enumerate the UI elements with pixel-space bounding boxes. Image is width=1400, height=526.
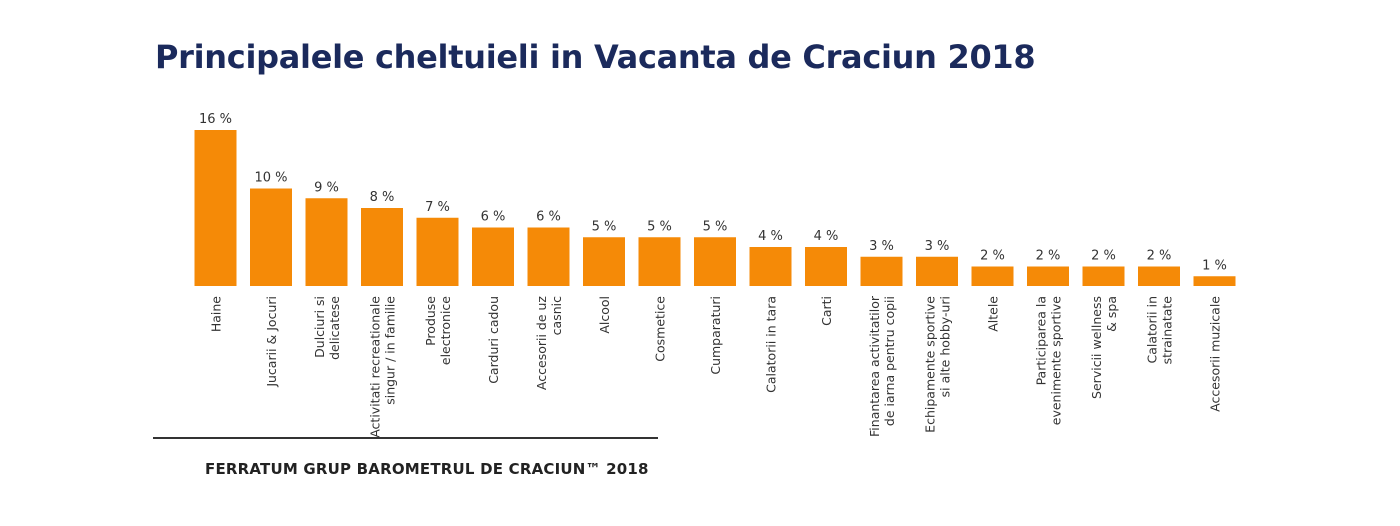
bar-value-label: 5 %	[703, 219, 728, 234]
category-label: Participarea laevenimente sportive	[1034, 296, 1064, 426]
bar	[1082, 266, 1125, 286]
bar	[250, 188, 292, 286]
bar-value-label: 9 %	[314, 180, 339, 195]
bar	[361, 208, 403, 286]
bar-value-label: 2 %	[1091, 249, 1116, 264]
category-label: Activitati recreationalesingur / in fami…	[368, 296, 398, 438]
bar-value-label: 6 %	[536, 210, 561, 225]
bar	[583, 237, 625, 286]
bar	[805, 247, 847, 286]
source-divider	[153, 437, 658, 439]
bar-value-label: 8 %	[370, 190, 395, 205]
bar	[1138, 266, 1180, 286]
bar-value-label: 4 %	[814, 229, 839, 244]
bar	[916, 256, 958, 286]
bar-value-label: 4 %	[758, 229, 783, 244]
category-label: Cumparaturi	[708, 296, 723, 375]
category-label: Calatorii in tara	[764, 296, 779, 393]
bar	[527, 227, 570, 286]
bar-value-label: 3 %	[925, 239, 950, 254]
bar-value-label: 2 %	[1036, 249, 1061, 264]
bar	[971, 266, 1014, 286]
category-label: Echipamente sportivesi alte hobby-uri	[923, 296, 953, 433]
bar-value-label: 3 %	[869, 239, 894, 254]
bar	[1027, 266, 1069, 286]
category-label: Servicii wellness& spa	[1089, 296, 1119, 399]
bar-value-label: 10 %	[254, 171, 287, 186]
bar-value-label: 2 %	[980, 249, 1005, 264]
category-label: Dulciuri sidelicatese	[312, 296, 342, 360]
bar	[749, 247, 792, 286]
category-label: Altele	[986, 296, 1001, 332]
bar	[194, 130, 237, 286]
bar-value-label: 6 %	[481, 210, 506, 225]
bar-value-label: 5 %	[592, 219, 617, 234]
category-label: Calatorii instrainatate	[1145, 296, 1175, 365]
bar-value-label: 2 %	[1147, 249, 1172, 264]
category-label: Produseelectronice	[423, 296, 453, 365]
bar	[860, 256, 903, 286]
category-label: Accesorii de uzcasnic	[534, 296, 564, 391]
category-label: Alcool	[597, 296, 612, 334]
category-label: Finantarea activitatilorde iarna pentru …	[867, 295, 897, 437]
bar	[1193, 276, 1236, 286]
bar	[305, 198, 348, 286]
category-label: Haine	[209, 296, 224, 332]
bar	[638, 237, 681, 286]
category-label: Accesorii muzicale	[1208, 296, 1223, 412]
category-label: Carduri cadou	[486, 296, 501, 384]
source-note: FERRATUM GRUP BAROMETRUL DE CRACIUN™ 201…	[205, 460, 649, 478]
bar	[694, 237, 736, 286]
category-label: Jucarii & Jocuri	[264, 296, 279, 388]
category-label: Cosmetice	[653, 296, 668, 362]
bar-value-label: 16 %	[199, 112, 232, 127]
bar-value-label: 1 %	[1202, 258, 1227, 273]
bar	[472, 227, 514, 286]
category-label: Carti	[819, 296, 834, 326]
chart-title: Principalele cheltuieli in Vacanta de Cr…	[155, 38, 1036, 76]
bar-value-label: 7 %	[425, 200, 450, 215]
bar	[416, 217, 459, 286]
bar-value-label: 5 %	[647, 219, 672, 234]
